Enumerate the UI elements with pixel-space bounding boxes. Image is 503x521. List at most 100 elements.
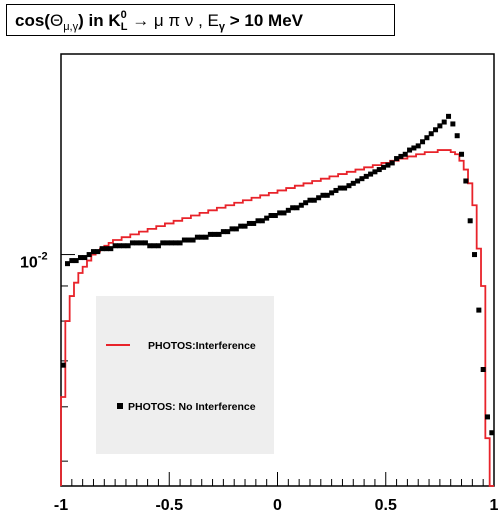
interference-histogram-line xyxy=(60,149,494,487)
no-interference-point xyxy=(459,151,465,157)
no-interference-point xyxy=(194,234,200,240)
no-interference-point xyxy=(112,243,118,249)
no-interference-point xyxy=(238,223,244,229)
no-interference-point xyxy=(90,249,96,255)
no-interference-point xyxy=(368,171,374,177)
no-interference-point xyxy=(207,231,213,237)
no-interference-point xyxy=(424,135,430,141)
no-interference-point xyxy=(428,131,434,137)
no-interference-point xyxy=(264,215,270,221)
no-interference-point xyxy=(242,223,248,229)
no-interference-series xyxy=(60,113,495,436)
no-interference-point xyxy=(355,178,361,184)
no-interference-point xyxy=(134,240,140,246)
no-interference-point xyxy=(255,218,261,224)
legend-box xyxy=(96,296,274,454)
no-interference-point xyxy=(229,226,235,232)
no-interference-point xyxy=(298,202,304,208)
no-interference-point xyxy=(99,246,105,252)
no-interference-point xyxy=(142,240,148,246)
no-interference-point xyxy=(450,121,456,127)
y-tick-label: 10-2 xyxy=(20,251,48,272)
no-interference-point xyxy=(489,430,495,436)
no-interference-point xyxy=(199,234,205,240)
svg-text:cos(Θμ,γ) in K0L → μ π ν , Eγ: cos(Θμ,γ) in K0 L → μ π ν , Eγ > 10 MeV xyxy=(15,9,304,33)
no-interference-point xyxy=(95,249,101,255)
no-interference-point xyxy=(164,240,170,246)
title-theta-subscript: μ,γ xyxy=(63,21,78,33)
no-interference-point xyxy=(60,362,66,368)
no-interference-point xyxy=(485,414,491,420)
no-interference-point xyxy=(181,237,187,243)
no-interference-point xyxy=(324,192,330,198)
no-interference-point xyxy=(467,218,473,224)
no-interference-point xyxy=(86,252,92,258)
x-tick-label: -1 xyxy=(54,497,68,514)
no-interference-point xyxy=(411,145,417,151)
no-interference-point xyxy=(281,210,287,216)
no-interference-point xyxy=(420,139,426,145)
no-interference-point xyxy=(77,255,83,261)
no-interference-point xyxy=(138,240,144,246)
title-prefix: cos( xyxy=(15,11,50,30)
no-interference-point xyxy=(272,213,278,219)
no-interference-point xyxy=(346,183,352,189)
no-interference-point xyxy=(121,243,127,249)
no-interference-point xyxy=(329,190,335,196)
chart-title: cos(Θμ,γ) in K0 L → μ π ν , Eγ > 10 MeV xyxy=(6,4,395,36)
no-interference-point xyxy=(277,210,283,216)
no-interference-point xyxy=(385,162,391,168)
no-interference-point xyxy=(480,367,486,373)
no-interference-point xyxy=(303,200,309,206)
no-interference-point xyxy=(69,258,75,264)
no-interference-point xyxy=(389,160,395,166)
no-interference-point xyxy=(177,240,183,246)
no-interference-point xyxy=(337,185,343,191)
no-interference-point xyxy=(125,243,131,249)
title-e-subscript: γ xyxy=(219,21,226,33)
no-interference-point xyxy=(398,153,404,159)
y-tick-label-exponent: -2 xyxy=(38,251,48,263)
no-interference-point xyxy=(64,261,70,267)
title-theta: Θ xyxy=(50,11,63,30)
x-tick-label: 0.5 xyxy=(375,497,397,514)
no-interference-point xyxy=(203,234,209,240)
no-interference-point xyxy=(73,258,79,264)
no-interference-point xyxy=(342,185,348,191)
no-interference-point xyxy=(446,113,452,119)
no-interference-point xyxy=(394,156,400,162)
no-interference-point xyxy=(251,220,257,226)
no-interference-point xyxy=(407,147,413,153)
no-interference-point xyxy=(186,237,192,243)
title-mid: ) in K xyxy=(78,11,121,30)
no-interference-point xyxy=(472,252,478,258)
no-interference-point xyxy=(476,307,482,313)
no-interference-point xyxy=(363,173,369,179)
no-interference-point xyxy=(233,226,239,232)
no-interference-point xyxy=(225,229,231,235)
no-interference-point xyxy=(216,231,222,237)
no-interference-point xyxy=(415,143,421,149)
no-interference-point xyxy=(454,133,460,139)
no-interference-point xyxy=(82,255,88,261)
legend: PHOTOS:Interference PHOTOS: No Interfere… xyxy=(96,296,274,454)
title-cut: > 10 MeV xyxy=(225,11,304,30)
no-interference-point xyxy=(116,243,122,249)
title-decay: → μ π ν , E xyxy=(127,11,218,30)
no-interference-point xyxy=(108,246,114,252)
no-interference-point xyxy=(103,246,109,252)
no-interference-point xyxy=(129,240,135,246)
no-interference-point xyxy=(173,240,179,246)
no-interference-point xyxy=(320,192,326,198)
no-interference-point xyxy=(359,176,365,182)
no-interference-point xyxy=(259,218,265,224)
legend-interference-label: PHOTOS:Interference xyxy=(148,340,256,352)
no-interference-point xyxy=(290,205,296,211)
no-interference-point xyxy=(402,151,408,157)
x-tick-labels: -1 -0.5 0 0.5 1 xyxy=(54,497,499,514)
x-tick-label: 0 xyxy=(273,497,282,514)
title-k-subscript: L xyxy=(121,21,128,33)
no-interference-point xyxy=(307,197,313,203)
legend-no-interference-label: PHOTOS: No Interference xyxy=(128,401,256,413)
